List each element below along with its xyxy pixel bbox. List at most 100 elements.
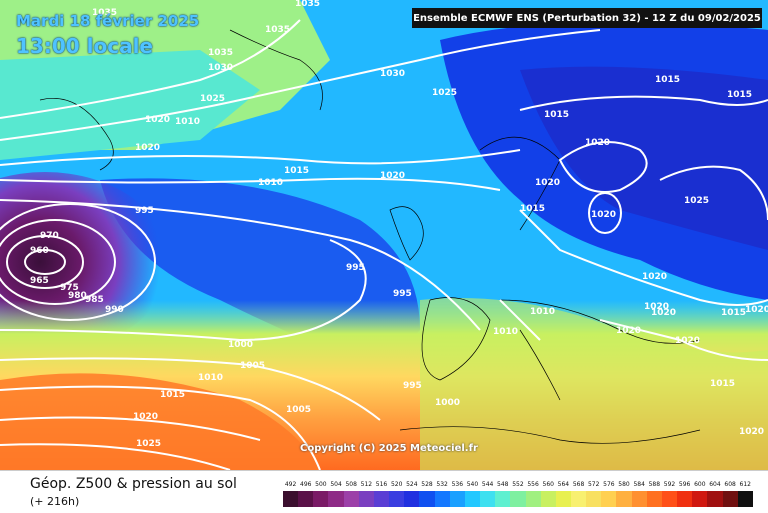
scale-label: 512 bbox=[360, 481, 373, 488]
pressure-label: 1020 bbox=[145, 115, 170, 125]
pressure-label: 1015 bbox=[710, 379, 735, 389]
map-footer: Géop. Z500 & pression au sol (+ 216h) 49… bbox=[0, 470, 768, 513]
scale-swatch bbox=[480, 491, 496, 507]
pressure-label: 1000 bbox=[228, 340, 253, 350]
scale-label: 492 bbox=[284, 481, 297, 488]
pressure-label: 1010 bbox=[198, 373, 223, 383]
local-time: 13:00 locale bbox=[16, 34, 153, 58]
field-title: Géop. Z500 & pression au sol bbox=[30, 476, 237, 492]
pressure-label: 1020 bbox=[745, 305, 768, 315]
pressure-label: 1020 bbox=[642, 272, 667, 282]
pressure-label: 1015 bbox=[520, 204, 545, 214]
pressure-label: 1015 bbox=[544, 110, 569, 120]
pressure-label: 1020 bbox=[739, 427, 764, 437]
field-band-cyan bbox=[0, 50, 260, 160]
scale-swatch bbox=[601, 491, 617, 507]
scale-swatch bbox=[737, 491, 753, 507]
pressure-label: 1010 bbox=[175, 117, 200, 127]
pressure-label: 995 bbox=[135, 206, 154, 216]
pressure-label: 995 bbox=[403, 381, 422, 391]
scale-swatch bbox=[419, 491, 435, 507]
scale-swatch bbox=[434, 491, 450, 507]
scale-swatch bbox=[404, 491, 420, 507]
scale-label: 572 bbox=[587, 481, 600, 488]
pressure-label: 1015 bbox=[655, 75, 680, 85]
scale-label: 516 bbox=[375, 481, 388, 488]
scale-label: 524 bbox=[406, 481, 418, 488]
scale-label: 544 bbox=[481, 481, 494, 488]
pressure-label: 1005 bbox=[240, 361, 265, 371]
scale-label: 548 bbox=[497, 481, 509, 488]
scale-swatch bbox=[525, 491, 541, 507]
scale-label: 532 bbox=[436, 481, 448, 488]
coastlines bbox=[39, 29, 701, 444]
scale-label: 612 bbox=[739, 481, 751, 488]
pressure-label: 1020 bbox=[135, 143, 160, 153]
pressure-label: 1020 bbox=[535, 178, 560, 188]
scale-label: 540 bbox=[466, 481, 479, 488]
scale-label: 580 bbox=[618, 481, 630, 488]
scale-label: 552 bbox=[512, 481, 524, 488]
pressure-label: 1015 bbox=[727, 90, 752, 100]
pressure-label: 970 bbox=[40, 231, 59, 241]
pressure-label: 985 bbox=[85, 295, 104, 305]
scale-label: 604 bbox=[709, 481, 721, 488]
pressure-label: 1010 bbox=[258, 178, 283, 188]
pressure-label: 1035 bbox=[92, 8, 117, 18]
pressure-label: 1015 bbox=[160, 390, 185, 400]
pressure-label: 1035 bbox=[208, 48, 233, 58]
scale-label: 576 bbox=[603, 481, 615, 488]
scale-swatch bbox=[707, 491, 723, 507]
pressure-label: 1030 bbox=[380, 69, 405, 79]
pressure-label: 1020 bbox=[675, 336, 700, 346]
pressure-label: 1020 bbox=[585, 138, 610, 148]
pressure-label: 965 bbox=[30, 276, 49, 286]
pressure-label: 1020 bbox=[651, 308, 676, 318]
forecast-hour: (+ 216h) bbox=[30, 495, 80, 508]
scale-swatch bbox=[631, 491, 647, 507]
pressure-label: 960 bbox=[30, 246, 49, 256]
map-canvas: 1035 1035 1035 1030 1030 1035 1025 1025 … bbox=[0, 0, 768, 470]
scale-swatch bbox=[298, 491, 314, 507]
scale-swatch bbox=[540, 491, 556, 507]
scale-swatch bbox=[313, 491, 329, 507]
copyright-notice: Copyright (C) 2025 Meteociel.fr bbox=[300, 443, 478, 454]
pressure-label: 1020 bbox=[380, 171, 405, 181]
scale-label: 496 bbox=[300, 481, 312, 488]
pressure-label: 1000 bbox=[435, 398, 460, 408]
scale-swatch bbox=[586, 491, 602, 507]
scale-swatch bbox=[722, 491, 738, 507]
pressure-label: 1015 bbox=[284, 166, 309, 176]
scale-swatch bbox=[646, 491, 662, 507]
pressure-label: 980 bbox=[68, 291, 87, 301]
scale-swatch bbox=[343, 491, 359, 507]
scale-swatch bbox=[555, 491, 571, 507]
model-run-banner: Ensemble ECMWF ENS (Perturbation 32) - 1… bbox=[412, 8, 762, 28]
scale-label: 504 bbox=[330, 481, 342, 488]
scale-label: 556 bbox=[527, 481, 539, 488]
scale-swatch bbox=[328, 491, 344, 507]
scale-swatch bbox=[510, 491, 526, 507]
scale-label: 500 bbox=[315, 481, 327, 488]
color-scale-legend: 492 496 500 504 508 512 516 520 524 528 532 536 540 5… bbox=[283, 479, 753, 507]
scale-swatch bbox=[389, 491, 405, 507]
scale-swatch bbox=[616, 491, 632, 507]
scale-label: 596 bbox=[678, 481, 691, 488]
pressure-label: 1030 bbox=[208, 63, 233, 73]
pressure-label: 1020 bbox=[133, 412, 158, 422]
weather-map: 1035 1035 1035 1030 1030 1035 1025 1025 … bbox=[0, 0, 768, 470]
pressure-label: 1010 bbox=[530, 307, 555, 317]
pressure-label: 995 bbox=[346, 263, 365, 273]
scale-swatch bbox=[373, 491, 390, 507]
forecast-date: Mardi 18 février 2025 bbox=[16, 12, 200, 30]
pressure-label: 1005 bbox=[286, 405, 311, 415]
scale-swatch bbox=[464, 491, 481, 507]
scale-label: 528 bbox=[421, 481, 433, 488]
scale-swatch bbox=[692, 491, 708, 507]
scale-swatch bbox=[358, 491, 374, 507]
scale-label: 584 bbox=[633, 481, 645, 488]
pressure-label: 995 bbox=[393, 289, 412, 299]
pressure-label: 1020 bbox=[591, 210, 616, 220]
pressure-label: 990 bbox=[105, 305, 124, 315]
scale-label: 592 bbox=[663, 481, 676, 488]
